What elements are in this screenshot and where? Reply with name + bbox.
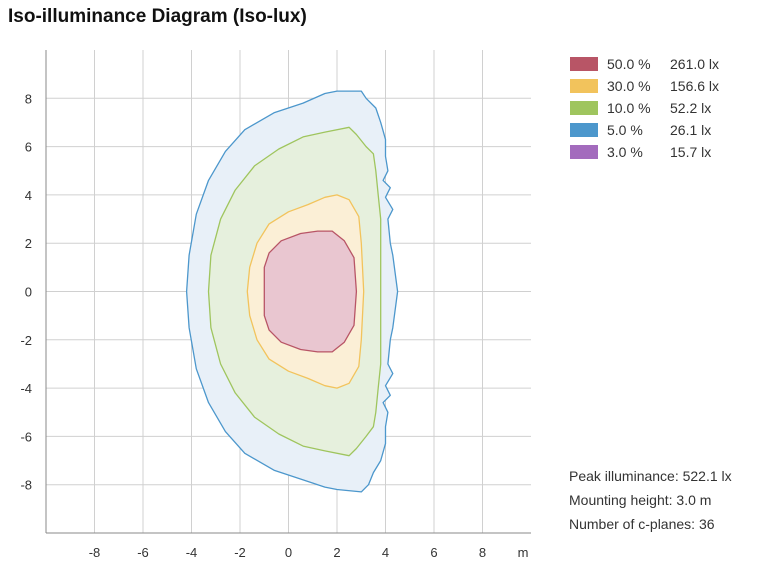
legend-swatch [570, 79, 598, 93]
x-tick-label: -4 [186, 545, 198, 560]
legend-lux: 261.0 lx [670, 56, 720, 72]
x-tick-label: -2 [234, 545, 246, 560]
y-tick-label: -4 [20, 381, 32, 396]
y-tick-label: 0 [25, 285, 32, 300]
y-tick-label: 4 [25, 188, 32, 203]
x-tick-label: -8 [89, 545, 101, 560]
number-of-c-planes: Number of c-planes: 36 [569, 516, 715, 532]
legend-swatch [570, 123, 598, 137]
legend-item-5: 5.0 % 26.1 lx [570, 119, 760, 141]
legend-percent: 3.0 % [607, 144, 643, 160]
legend-item-10: 10.0 % 52.2 lx [570, 97, 760, 119]
y-tick-label: 8 [25, 91, 32, 106]
y-tick-label: -6 [20, 429, 32, 444]
axes: -8 -6 -4 -2 0 2 4 6 8 -8 -6 -4 -2 0 2 4 6 8 m [20, 50, 531, 560]
x-tick-label: -6 [137, 545, 149, 560]
iso-lux-contours [185, 90, 399, 493]
legend-swatch [570, 57, 598, 71]
x-tick-label: 8 [479, 545, 486, 560]
x-tick-label: 2 [333, 545, 340, 560]
x-axis-unit-label: m [518, 545, 529, 560]
legend-swatch [570, 145, 598, 159]
legend-lux: 26.1 lx [670, 122, 712, 138]
chart-title: Iso-illuminance Diagram (Iso-lux) [8, 6, 307, 27]
legend-swatch [570, 101, 598, 115]
peak-illuminance: Peak illuminance: 522.1 lx [569, 468, 732, 484]
legend-item-50: 50.0 % 261.0 lx [570, 53, 760, 75]
x-tick-label: 0 [285, 545, 292, 560]
legend-lux: 156.6 lx [670, 78, 720, 94]
x-tick-label: 4 [382, 545, 389, 560]
legend-lux: 52.2 lx [670, 100, 712, 116]
chart-legend: 50.0 % 261.0 lx 30.0 % 156.6 lx 10.0 % 5… [570, 53, 760, 163]
x-tick-label: 6 [430, 545, 437, 560]
legend-item-30: 30.0 % 156.6 lx [570, 75, 760, 97]
legend-percent: 5.0 % [607, 122, 643, 138]
legend-item-3: 3.0 % 15.7 lx [570, 141, 760, 163]
y-tick-label: -2 [20, 333, 32, 348]
y-tick-label: -8 [20, 478, 32, 493]
legend-lux: 15.7 lx [670, 144, 712, 160]
legend-percent: 10.0 % [607, 100, 651, 116]
legend-percent: 50.0 % [607, 56, 651, 72]
contour-50-0percent [263, 230, 358, 353]
y-tick-label: 2 [25, 236, 32, 251]
y-tick-label: 6 [25, 140, 32, 155]
legend-percent: 30.0 % [607, 78, 651, 94]
luminaire-info: Peak illuminance: 522.1 lx Mounting heig… [569, 464, 764, 536]
mounting-height: Mounting height: 3.0 m [569, 492, 712, 508]
